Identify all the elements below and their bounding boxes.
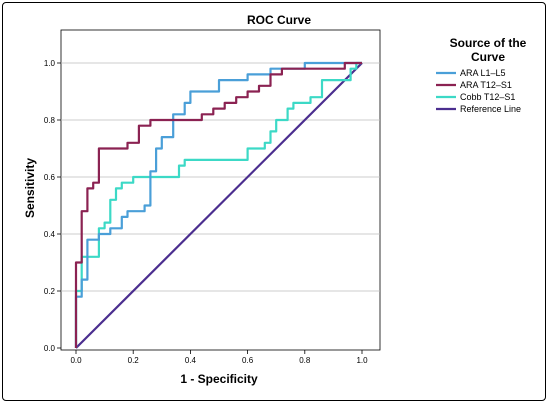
y-tick-label: 0.8 [44,116,56,125]
y-tick-label: 0.0 [44,344,56,353]
series-line-cobb-t12-s1 [74,61,362,348]
legend-label-cobb-t12-s1: Cobb T12–S1 [460,92,515,102]
legend-label-ara-l1-l5: ARA L1–L5 [460,68,506,78]
x-tick-label: 0.6 [242,356,254,365]
x-tick-label: 0.4 [185,356,197,365]
legend-label-ara-t12-s1: ARA T12–S1 [460,80,512,90]
plot-border [60,29,381,351]
x-axis-title: 1 - Specificity [180,372,258,386]
y-tick-label: 0.4 [44,230,56,239]
legend-label-reference-line: Reference Line [460,104,521,114]
legend: Source of the Curve ARA L1–L5 ARA T12–S1 C… [436,36,527,114]
series-line-reference-line [75,62,363,349]
y-tick-label: 0.2 [44,287,56,296]
legend-title-line-2: Curve [471,50,505,64]
x-tick-label: 0.8 [299,356,311,365]
legend-title-line-1: Source of the [450,36,527,50]
x-tick-label: 0.0 [70,356,82,365]
series-line-ara-l1-l5 [74,61,362,348]
x-tick-label: 0.2 [128,356,140,365]
y-axis-title: Sensitivity [23,158,37,218]
y-tick-label: 0.6 [44,173,56,182]
chart-title: ROC Curve [247,13,311,27]
x-tick-label: 1.0 [356,356,368,365]
series-line-ara-t12-s1 [74,61,362,348]
y-tick-label: 1.0 [44,59,56,68]
plot-area: 0.0 0.2 0.4 0.6 0.8 1.0 0.0 0.2 0.4 0.6 0.8 1.0 [44,29,381,365]
